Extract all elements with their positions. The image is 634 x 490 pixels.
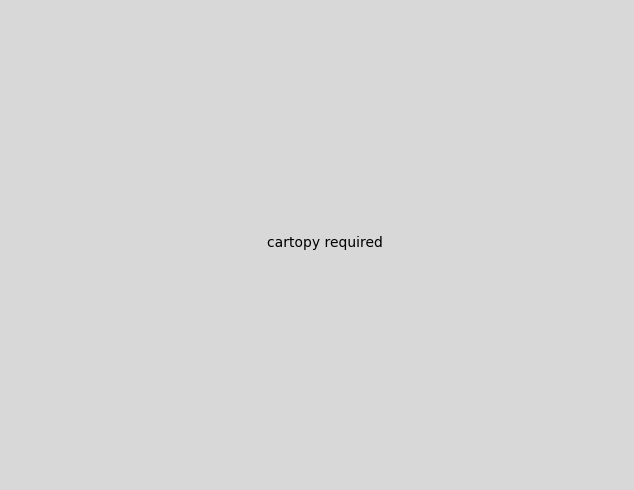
Text: cartopy required: cartopy required — [267, 237, 383, 250]
